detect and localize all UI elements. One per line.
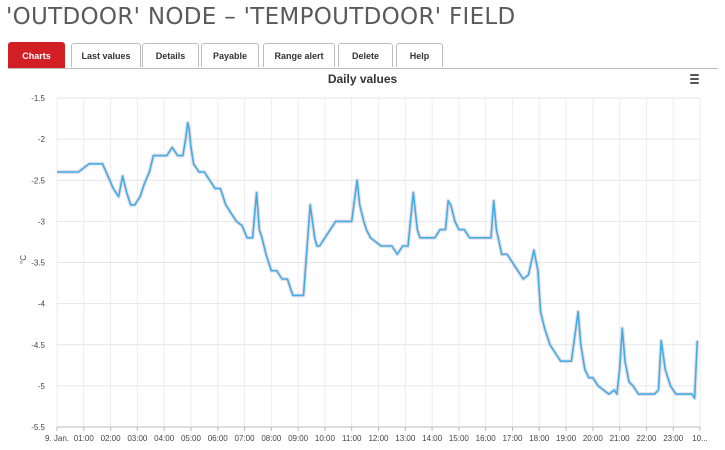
x-tick-label: 11:00	[342, 434, 362, 443]
x-tick-label: 19:00	[556, 434, 577, 443]
y-tick-label: -3	[38, 217, 46, 226]
y-axis: -1.5 -2 -2.5 -3 -3.5 -4 -4.5 -5 -5.5	[31, 94, 45, 432]
range-band	[57, 120, 700, 401]
page-title: 'OUTDOOR' NODE – 'TEMPOUTDOOR' FIELD	[6, 4, 516, 30]
series-line	[57, 121, 699, 399]
x-tick-label: 14:00	[422, 434, 443, 443]
hamburger-menu-icon[interactable]	[690, 74, 702, 84]
x-tick-label: 12:00	[368, 434, 389, 443]
range-area	[57, 120, 700, 401]
y-tick-label: -4.5	[31, 341, 45, 350]
tab-delete[interactable]: Delete	[338, 43, 393, 67]
y-axis-label: °C	[19, 255, 28, 264]
y-tick-label: -1.5	[31, 94, 45, 103]
x-tick-label: 15:00	[449, 434, 470, 443]
x-axis: 9. Jan. 01:00 02:00 03:00 04:00 05:00 06:00 07:…	[45, 427, 708, 443]
x-tick-label: 23:00	[663, 434, 684, 443]
tab-range-alert[interactable]: Range alert	[263, 43, 335, 67]
y-tick-label: -2	[38, 135, 46, 144]
chart-title: Daily values	[327, 72, 398, 86]
x-tick-label: 17:00	[502, 434, 523, 443]
x-tick-label: 16:00	[476, 434, 497, 443]
x-tick-label: 08:00	[261, 434, 282, 443]
tab-payable[interactable]: Payable	[201, 43, 259, 67]
x-tick-label: 10:00	[315, 434, 336, 443]
x-tick-label: 04:00	[154, 434, 175, 443]
tab-details[interactable]: Details	[142, 43, 199, 67]
y-tick-label: -3.5	[31, 259, 45, 268]
temperature-line	[57, 121, 699, 399]
x-tick-label: 13:00	[395, 434, 416, 443]
x-tick-label: 9. Jan.	[45, 434, 69, 443]
y-tick-label: -5.5	[31, 423, 45, 432]
x-tick-label: 20:00	[583, 434, 604, 443]
x-tick-label: 21:00	[610, 434, 631, 443]
x-tick-label: 07:00	[235, 434, 256, 443]
y-tick-label: -4	[38, 300, 46, 309]
x-tick-label: 06:00	[208, 434, 229, 443]
tab-charts[interactable]: Charts	[8, 42, 65, 68]
grid-lines	[56, 97, 701, 428]
x-tick-label: 05:00	[181, 434, 202, 443]
x-tick-label: 18:00	[529, 434, 550, 443]
tab-bar: Charts Last values Details Payable Range…	[8, 42, 718, 69]
x-tick-label: 10...	[692, 434, 708, 443]
y-tick-label: -2.5	[31, 176, 45, 185]
y-tick-label: -5	[38, 382, 46, 391]
tab-help[interactable]: Help	[396, 43, 443, 67]
x-tick-label: 03:00	[127, 434, 148, 443]
x-tick-label: 01:00	[74, 434, 95, 443]
x-tick-label: 09:00	[288, 434, 309, 443]
tab-last-values[interactable]: Last values	[71, 43, 141, 67]
x-tick-label: 22:00	[636, 434, 657, 443]
x-tick-label: 02:00	[101, 434, 122, 443]
